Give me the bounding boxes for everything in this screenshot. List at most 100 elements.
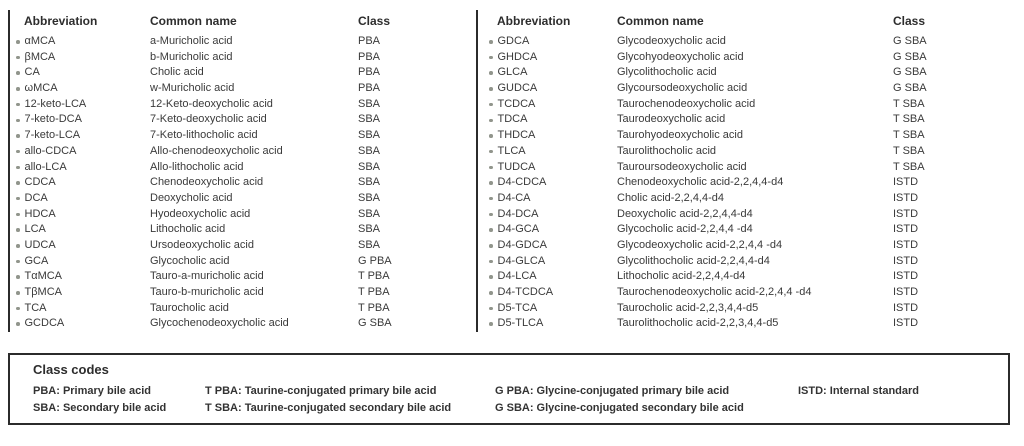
bullet-icon <box>16 259 20 264</box>
common-name-cell: Glycoursodeoxycholic acid <box>617 82 748 95</box>
abbreviation-cell: 12-keto-LCA <box>24 97 87 110</box>
bullet-icon <box>16 149 20 154</box>
abbreviation-cell: D4-GCA <box>497 223 540 236</box>
bullet-icon <box>489 118 493 123</box>
class-cell: SBA <box>358 113 381 126</box>
abbreviation-cell: GHDCA <box>497 50 538 63</box>
common-name-cell: Taurolithocholic acid <box>617 144 717 157</box>
table-row: UDCA Ursodeoxycholic acid SBA <box>16 238 470 254</box>
table-row: CA Cholic acid PBA <box>16 65 470 81</box>
bullet-icon <box>489 306 493 311</box>
common-name-cell: Glycocholic acid-2,2,4,4 -d4 <box>617 223 753 236</box>
table-row: TDCA Taurodeoxycholic acid T SBA <box>489 112 1010 128</box>
abbreviation-cell: βMCA <box>24 50 56 63</box>
bullet-icon <box>16 118 20 123</box>
bullet-icon <box>16 322 20 326</box>
class-cell: G SBA <box>893 35 927 47</box>
bullet-icon <box>489 55 493 60</box>
table-row: HDCA Hyodeoxycholic acid SBA <box>16 207 470 223</box>
abbreviation-cell: GCDCA <box>24 317 65 330</box>
class-cell: PBA <box>358 82 381 95</box>
bullet-icon <box>16 181 20 185</box>
table-body: GDCA Glycodeoxycholic acid G SBA GHDCA Glyc… <box>489 34 1010 332</box>
table-row: CDCA Chenodeoxycholic acid SBA <box>16 175 470 191</box>
bullet-icon <box>489 196 493 201</box>
table-row: D4-GCA Glycocholic acid-2,2,4,4 -d4 ISTD <box>489 222 1010 238</box>
table-row: allo-CDCA Allo-chenodeoxycholic acid SBA <box>16 144 470 160</box>
class-cell: SBA <box>358 207 381 220</box>
abbreviation-cell: LCA <box>24 223 46 236</box>
legend-entry-sba: SBA: Secondary bile acid <box>33 401 167 414</box>
table-row: GCA Glycocholic acid G PBA <box>16 254 470 270</box>
abbreviation-cell: 7-keto-DCA <box>24 113 82 126</box>
common-name-cell: Glycolithocholic acid <box>617 66 717 79</box>
common-name-cell: Cholic acid-2,2,4,4-d4 <box>617 191 725 204</box>
class-cell: SBA <box>358 176 381 189</box>
abbreviation-cell: GUDCA <box>497 82 538 95</box>
abbreviation-cell: allo-LCA <box>24 160 67 173</box>
common-name-cell: Taurochenodeoxycholic acid <box>617 97 756 110</box>
common-name-cell: Lithocholic acid <box>150 223 226 236</box>
bullet-icon <box>16 196 20 201</box>
class-cell: G SBA <box>893 82 927 95</box>
abbreviation-cell: D4-CDCA <box>497 176 547 189</box>
class-cell: ISTD <box>893 270 919 283</box>
abbreviation-cell: GCA <box>24 254 49 267</box>
common-name-cell: Tauro-b-muricholic acid <box>150 286 264 298</box>
legend-title: Class codes <box>33 362 109 377</box>
abbreviation-cell: D4-CA <box>497 191 531 204</box>
table-row: D5-TLCA Taurolithocholic acid-2,2,3,4,4-d… <box>489 316 1010 332</box>
class-cell: SBA <box>358 191 381 204</box>
table-row: TCA Taurocholic acid T PBA <box>16 301 470 317</box>
class-cell: SBA <box>358 238 381 251</box>
column-header-common-name: Common name <box>150 14 237 28</box>
bullet-icon <box>489 228 493 232</box>
class-cell: ISTD <box>893 238 919 251</box>
class-cell: ISTD <box>893 207 919 220</box>
common-name-cell: Taurohyodeoxycholic acid <box>617 129 743 142</box>
table-row: THDCA Taurohyodeoxycholic acid T SBA <box>489 128 1010 144</box>
bullet-icon <box>16 275 20 279</box>
bullet-icon <box>16 212 20 217</box>
bullet-icon <box>16 165 20 170</box>
bile-acid-table-right: Abbreviation Common name Class GDCA Glyco… <box>476 10 1010 332</box>
class-cell: T PBA <box>358 301 390 314</box>
abbreviation-cell: CDCA <box>24 176 56 189</box>
legend-entry-pba: PBA: Primary bile acid <box>33 384 151 397</box>
column-header-abbreviation: Abbreviation <box>497 14 571 28</box>
common-name-cell: Allo-chenodeoxycholic acid <box>150 144 283 157</box>
bullet-icon <box>16 40 20 44</box>
bullet-icon <box>489 134 493 138</box>
common-name-cell: 12-Keto-deoxycholic acid <box>150 97 273 110</box>
common-name-cell: w-Muricholic acid <box>150 82 235 95</box>
common-name-cell: Tauro-a-muricholic acid <box>150 270 264 283</box>
abbreviation-cell: TCDCA <box>497 97 536 110</box>
table-row: TCDCA Taurochenodeoxycholic acid T SBA <box>489 97 1010 113</box>
class-cell: T SBA <box>893 97 925 110</box>
bullet-icon <box>16 87 20 91</box>
class-cell: T SBA <box>893 129 925 142</box>
table-body: αMCA a-Muricholic acid PBA βMCA b-Muricholi… <box>16 34 470 332</box>
bullet-icon <box>489 71 493 75</box>
class-cell: SBA <box>358 223 381 236</box>
table-row: TLCA Taurolithocholic acid T SBA <box>489 144 1010 160</box>
column-header-common-name: Common name <box>617 14 704 28</box>
bullet-icon <box>16 71 20 75</box>
table-row: TUDCA Tauroursodeoxycholic acid T SBA <box>489 160 1010 176</box>
common-name-cell: Taurodeoxycholic acid <box>617 113 726 126</box>
bullet-icon <box>489 275 493 279</box>
bullet-icon <box>489 212 493 217</box>
abbreviation-cell: 7-keto-LCA <box>24 129 81 142</box>
class-cell: PBA <box>358 50 381 63</box>
table-row: D5-TCA Taurocholic acid-2,2,3,4,4-d5 ISTD <box>489 301 1010 317</box>
abbreviation-cell: ωMCA <box>24 82 58 95</box>
common-name-cell: Glycolithocholic acid-2,2,4,4-d4 <box>617 254 770 267</box>
common-name-cell: 7-Keto-lithocholic acid <box>150 129 258 142</box>
class-cell: G SBA <box>358 317 392 330</box>
legend-entry-tpba: T PBA: Taurine-conjugated primary bile a… <box>205 384 437 397</box>
class-cell: PBA <box>358 66 381 79</box>
common-name-cell: Lithocholic acid-2,2,4,4-d4 <box>617 270 746 283</box>
common-name-cell: Glycocholic acid <box>150 254 230 267</box>
table-row: allo-LCA Allo-lithocholic acid SBA <box>16 160 470 176</box>
class-codes-legend: Class codes PBA: Primary bile acid T PBA… <box>8 353 1010 425</box>
